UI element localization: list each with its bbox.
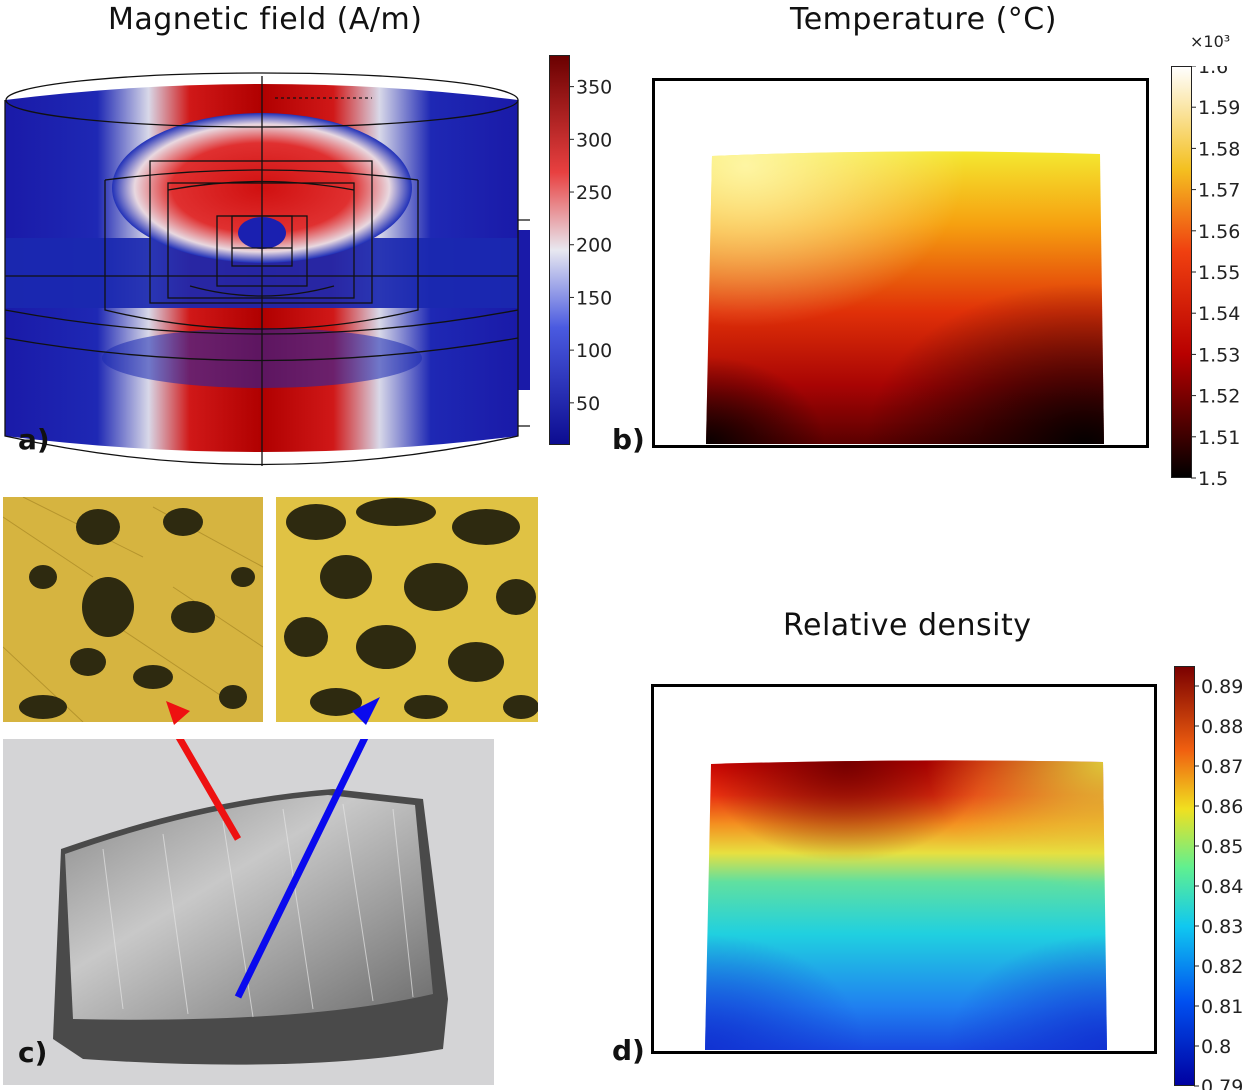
temperature-plot bbox=[652, 78, 1149, 448]
magnetic-field-tick-label: 50 bbox=[576, 393, 600, 415]
magnetic-field-colorbar-ticks: 350 300 250 200 150 100 50 bbox=[569, 77, 612, 415]
temperature-tick-label: 1.6 bbox=[1198, 66, 1228, 78]
relative-density-tick-label: 0.85 bbox=[1201, 836, 1243, 858]
relative-density-tick-label: 0.89 bbox=[1201, 676, 1243, 698]
relative-density-colorbar-ticks: 0.89 0.88 0.87 0.86 0.85 0.84 0.83 0.82 0.81 0.8 0… bbox=[1194, 676, 1243, 1090]
temperature-tick-label: 1.55 bbox=[1198, 262, 1240, 284]
magnetic-field-tick-label: 150 bbox=[576, 287, 612, 309]
magnetic-field-plot bbox=[4, 72, 530, 466]
relative-density-tick-label: 0.82 bbox=[1201, 956, 1243, 978]
panel-label-c: c) bbox=[18, 1036, 48, 1069]
blue-arrow-head bbox=[352, 697, 380, 725]
relative-density-tick-label: 0.87 bbox=[1201, 756, 1243, 778]
temperature-title: Temperature (°C) bbox=[790, 2, 1057, 37]
red-arrow bbox=[175, 739, 242, 841]
magnetic-field-colorbar bbox=[549, 55, 570, 445]
arrow-heads bbox=[166, 697, 380, 725]
temperature-tick-label: 1.58 bbox=[1198, 138, 1240, 160]
blue-arrow bbox=[234, 739, 369, 999]
magnetic-field-tick-label: 300 bbox=[576, 129, 612, 151]
magnetic-field-tick-label: 250 bbox=[576, 182, 612, 204]
temperature-multiplier: ×10³ bbox=[1190, 32, 1231, 51]
micrograph-right bbox=[276, 497, 538, 722]
relative-density-tick-label: 0.84 bbox=[1201, 876, 1243, 898]
relative-density-tick-label: 0.81 bbox=[1201, 996, 1243, 1018]
panel-label-b: b) bbox=[612, 423, 645, 456]
relative-density-title: Relative density bbox=[783, 608, 1032, 643]
temperature-tick-label: 1.59 bbox=[1198, 97, 1240, 119]
temperature-colorbar bbox=[1171, 66, 1192, 478]
temperature-tick-label: 1.56 bbox=[1198, 221, 1240, 243]
relative-density-plot bbox=[651, 684, 1157, 1054]
relative-density-tick-label: 0.79 bbox=[1201, 1076, 1243, 1090]
panel-label-a: a) bbox=[18, 423, 50, 456]
panel-label-d: d) bbox=[612, 1034, 645, 1067]
micrograph-left bbox=[3, 497, 263, 722]
temperature-tick-label: 1.54 bbox=[1198, 303, 1240, 325]
relative-density-tick-label: 0.83 bbox=[1201, 916, 1243, 938]
magnetic-field-title: Magnetic field (A/m) bbox=[108, 2, 423, 37]
sample-photo bbox=[3, 739, 494, 1085]
relative-density-tick-label: 0.88 bbox=[1201, 716, 1243, 738]
magnetic-field-tick-label: 100 bbox=[576, 340, 612, 362]
temperature-colorbar-ticks: 1.6 1.59 1.58 1.57 1.56 1.55 1.54 1.53 1.52 1.51 1… bbox=[1191, 66, 1240, 486]
temperature-tick-label: 1.51 bbox=[1198, 427, 1240, 449]
temperature-tick-label: 1.53 bbox=[1198, 344, 1240, 366]
relative-density-colorbar bbox=[1174, 666, 1195, 1086]
magnetic-field-tick-label: 200 bbox=[576, 235, 612, 257]
temperature-tick-label: 1.5 bbox=[1198, 468, 1228, 486]
temperature-tick-label: 1.57 bbox=[1198, 180, 1240, 202]
magnetic-field-tick-label: 350 bbox=[576, 77, 612, 99]
red-arrow-head bbox=[166, 701, 190, 725]
relative-density-tick-label: 0.86 bbox=[1201, 796, 1243, 818]
temperature-tick-label: 1.52 bbox=[1198, 386, 1240, 408]
relative-density-tick-label: 0.8 bbox=[1201, 1036, 1231, 1058]
